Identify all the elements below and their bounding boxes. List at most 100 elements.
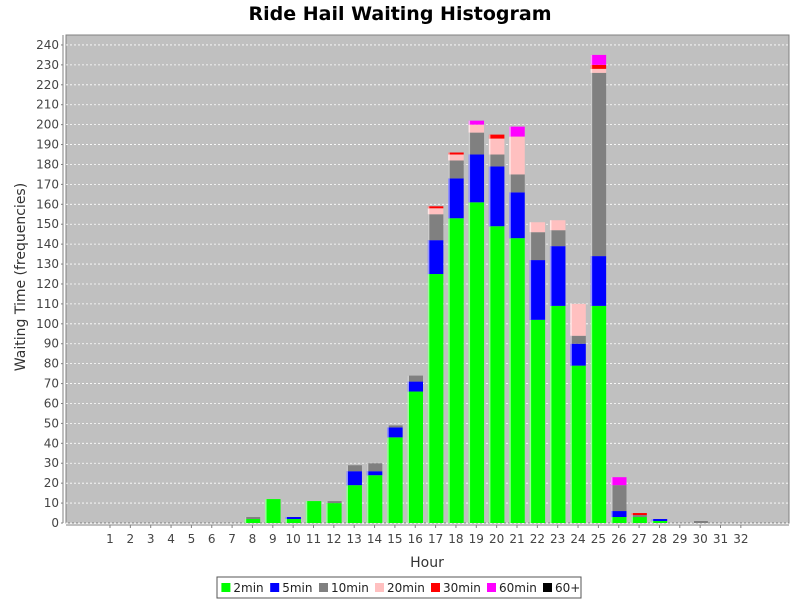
y-tick-label: 200 — [36, 118, 59, 132]
bar-highlight — [448, 178, 450, 219]
bar-segment-60min — [590, 54, 607, 65]
y-tick-label: 30 — [44, 456, 59, 470]
bar-segment-2min — [387, 437, 403, 523]
bar-highlight — [631, 517, 633, 523]
x-tick-label: 30 — [693, 532, 708, 546]
bar-highlight — [590, 64, 593, 69]
bar-segment-2min — [285, 519, 301, 523]
x-axis-label: Hour — [410, 555, 444, 571]
bar-highlight — [611, 517, 613, 523]
y-axis-label: Waiting Time (frequencies) — [13, 183, 29, 371]
legend-swatch-60+ — [543, 583, 552, 592]
bar-segment-30min — [427, 206, 444, 209]
bar-segment-2min — [509, 238, 525, 523]
bar-highlight — [448, 152, 450, 155]
bar-highlight — [387, 437, 389, 523]
bar-segment-20min — [509, 136, 525, 175]
bar-segment-5min — [570, 343, 586, 366]
bar-highlight — [346, 465, 348, 472]
bar-segment-2min — [407, 391, 423, 523]
bar-segment-5min — [366, 471, 383, 476]
bar-segment-20min — [529, 222, 546, 233]
bar-segment-10min — [468, 132, 485, 155]
bar-highlight — [529, 222, 532, 233]
bar-segment-2min — [244, 519, 261, 523]
y-tick-label: 100 — [36, 317, 59, 331]
bar-segment-10min — [631, 515, 647, 518]
bar-segment-5min — [387, 427, 403, 438]
bar-highlight — [326, 501, 328, 504]
y-tick-label: 40 — [44, 436, 59, 450]
y-tick-label: 0 — [51, 516, 59, 530]
bar-highlight — [488, 134, 491, 139]
bar-segment-2min — [611, 517, 627, 523]
x-tick-label: 13 — [347, 532, 362, 546]
x-tick-label: 21 — [509, 532, 524, 546]
bar-highlight — [651, 519, 654, 522]
bar-highlight — [509, 174, 511, 193]
x-tick-label: 23 — [550, 532, 565, 546]
bar-highlight — [692, 521, 694, 523]
bar-highlight — [549, 230, 552, 247]
bar-highlight — [448, 218, 450, 524]
bar-highlight — [509, 136, 511, 175]
bar-highlight — [346, 471, 348, 486]
bar-segment-5min — [468, 154, 485, 203]
bar-segment-5min — [529, 260, 546, 320]
bar-highlight — [448, 160, 450, 179]
bar-segment-20min — [488, 138, 505, 155]
x-tick-label: 22 — [530, 532, 545, 546]
bar-segment-30min — [631, 513, 647, 516]
bar-segment-2min — [651, 521, 668, 523]
bar-segment-5min — [488, 166, 505, 227]
y-tick-label: 110 — [36, 297, 59, 311]
bar-segment-10min — [611, 485, 627, 512]
bar-highlight — [488, 226, 491, 524]
x-tick-label: 9 — [269, 532, 277, 546]
bar-highlight — [427, 206, 430, 209]
bar-highlight — [611, 477, 613, 486]
bar-segment-2min — [346, 485, 362, 523]
legend-swatch-2min — [221, 583, 231, 592]
x-tick-label: 17 — [428, 532, 443, 546]
y-tick-label: 160 — [36, 197, 59, 211]
gridlines — [66, 44, 789, 524]
x-tick-label: 6 — [208, 532, 216, 546]
x-tick-label: 14 — [367, 532, 382, 546]
bar-highlight — [611, 485, 613, 512]
bar-segment-2min — [305, 501, 322, 523]
x-tick-label: 11 — [306, 532, 321, 546]
bar-segment-20min — [427, 208, 444, 215]
bar-highlight — [244, 517, 247, 520]
bar-highlight — [265, 499, 267, 523]
legend: 2min 5min 10min 20min 30min 60min 60+ — [216, 576, 582, 599]
bar-highlight — [570, 343, 572, 366]
bar-highlight — [468, 124, 471, 133]
legend-label: 30min — [443, 581, 481, 595]
x-tick-label: 26 — [611, 532, 626, 546]
bar-highlight — [305, 501, 308, 523]
bar-segment-2min — [427, 274, 444, 523]
x-tick-label: 27 — [631, 532, 646, 546]
y-tick-label: 130 — [36, 257, 59, 271]
bar-segment-2min — [326, 503, 342, 523]
y-tick-label: 140 — [36, 237, 59, 251]
x-tick-label: 25 — [591, 532, 606, 546]
bar-highlight — [366, 471, 369, 476]
bar-highlight — [529, 319, 532, 523]
legend-swatch-60min — [487, 583, 496, 592]
bar-segment-5min — [448, 178, 464, 219]
x-tick-label: 5 — [188, 532, 196, 546]
y-tick-label: 50 — [44, 416, 59, 430]
bar-highlight — [529, 260, 532, 320]
bar-segment-2min — [631, 517, 647, 523]
bar-segment-10min — [326, 501, 342, 504]
legend-label: 5min — [282, 581, 312, 595]
bar-highlight — [366, 475, 369, 523]
x-tick-label: 16 — [408, 532, 423, 546]
bar-segment-2min — [570, 365, 586, 523]
bar-highlight — [631, 513, 633, 516]
bar-segment-10min — [427, 214, 444, 241]
